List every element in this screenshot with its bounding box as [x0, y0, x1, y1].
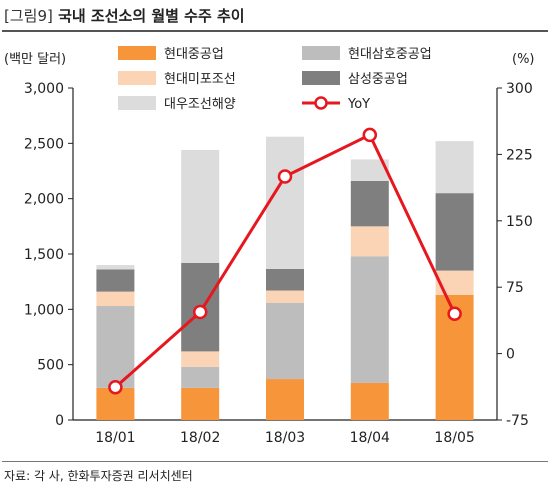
source-note: 자료: 각 사, 한화투자증권 리서치센터 [4, 469, 193, 483]
bar-segment [266, 290, 304, 303]
bar-segment [266, 268, 304, 291]
legend-label: YoY [347, 97, 370, 112]
right-tick-label: 75 [506, 280, 524, 296]
title-divider [2, 30, 548, 32]
bar-segment [350, 180, 389, 227]
bar-segment [96, 291, 135, 307]
bar-segment [266, 136, 304, 269]
legend-swatch [302, 46, 340, 60]
right-tick-label: 0 [506, 347, 515, 363]
left-tick-label: 1,500 [24, 247, 64, 263]
source-divider [2, 461, 548, 462]
x-tick-label: 18/04 [350, 430, 390, 446]
bar-segment [435, 193, 474, 271]
left-axis-unit: (백만 달러) [4, 52, 66, 67]
yoy-point [192, 304, 208, 320]
right-tick-label: 300 [506, 81, 533, 97]
bar-segment [266, 379, 304, 420]
figure-tag: [그림9] [4, 7, 53, 25]
x-tick-label: 18/02 [180, 430, 220, 446]
legend-swatch [118, 96, 156, 110]
legend-label: 현대삼호중공업 [348, 47, 432, 62]
figure-title: 국내 조선소의 월별 수주 추이 [58, 7, 245, 25]
bar-segment [181, 149, 220, 263]
bar-segment [435, 270, 474, 295]
right-axis-unit: (%) [512, 52, 535, 67]
yoy-point [447, 306, 462, 322]
bar-segment [350, 226, 389, 257]
left-tick-label: 500 [37, 358, 64, 374]
yoy-point [277, 169, 293, 184]
legend-label: 대우조선해양 [164, 97, 236, 112]
legend-swatch [118, 46, 156, 60]
bar-segment [96, 269, 135, 292]
bar-segment [350, 382, 389, 420]
x-tick-label: 18/03 [265, 430, 305, 446]
left-tick-label: 0 [55, 413, 64, 429]
right-tick-label: 225 [506, 147, 533, 163]
x-tick-label: 18/01 [95, 430, 135, 446]
bar-segment [181, 366, 220, 388]
yoy-point [362, 127, 378, 143]
bar-segment [96, 265, 135, 270]
legend-label: 현대중공업 [164, 47, 224, 62]
right-tick-label: 150 [506, 214, 533, 230]
bar-segment [350, 159, 389, 181]
legend-swatch [302, 71, 340, 85]
bar-segment [266, 302, 304, 380]
right-tick-label: -75 [506, 413, 529, 429]
left-tick-label: 3,000 [24, 81, 64, 97]
legend-label: 삼성중공업 [348, 72, 408, 87]
bar-segment [350, 256, 389, 383]
yoy-point [108, 379, 123, 395]
figure-title-block: [그림9] 국내 조선소의 월별 수주 추이 [4, 5, 245, 26]
bar-segment [435, 141, 474, 194]
bar-segment [181, 387, 220, 420]
left-tick-label: 1,000 [24, 302, 64, 318]
legend-label: 현대미포조선 [164, 72, 236, 87]
left-tick-label: 2,500 [24, 136, 64, 152]
legend-swatch-yoy-marker [314, 96, 328, 110]
legend-swatch [118, 71, 156, 85]
x-tick-label: 18/05 [434, 430, 474, 446]
bar-segment [181, 351, 220, 367]
left-tick-label: 2,000 [24, 192, 64, 208]
